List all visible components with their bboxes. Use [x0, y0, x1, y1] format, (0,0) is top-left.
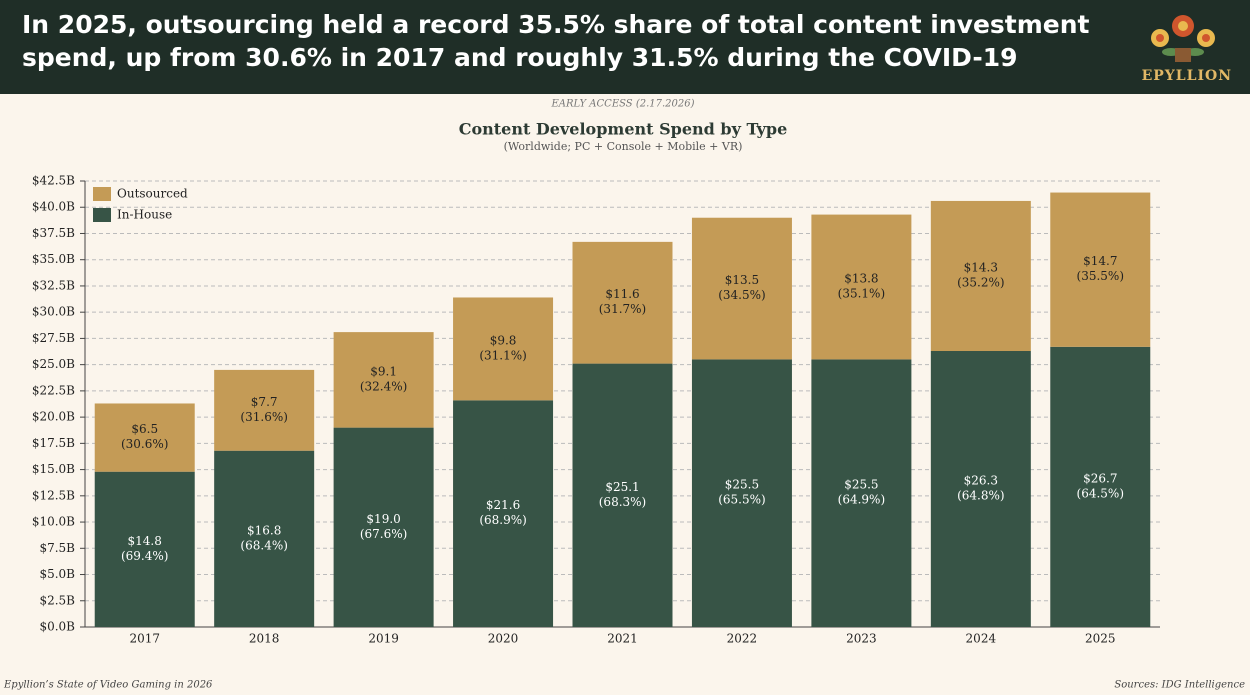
y-tick-label: $12.5B	[32, 488, 75, 502]
y-tick-label: $10.0B	[32, 515, 75, 529]
y-tick-label: $5.0B	[39, 567, 75, 581]
legend-swatch	[93, 187, 111, 201]
value-label: $13.5	[725, 273, 759, 287]
share-label: (34.5%)	[718, 288, 765, 302]
value-label: $25.5	[725, 478, 759, 492]
share-label: (68.9%)	[479, 513, 526, 527]
y-tick-label: $30.0B	[32, 305, 75, 319]
bar-segment	[94, 403, 195, 472]
value-label: $7.7	[251, 395, 278, 409]
bar-segment	[811, 359, 912, 627]
bar-segment	[214, 369, 315, 451]
share-label: (68.4%)	[240, 538, 287, 552]
y-tick-label: $7.5B	[39, 541, 75, 555]
value-label: $21.6	[486, 498, 520, 512]
bar-segment	[691, 359, 792, 627]
y-tick-label: $37.5B	[32, 226, 75, 240]
x-tick-label: 2017	[129, 632, 160, 646]
bar-segment	[1050, 346, 1151, 627]
x-tick-label: 2018	[249, 632, 280, 646]
headline: In 2025, outsourcing held a record 35.5%…	[22, 10, 1090, 72]
y-tick-label: $25.0B	[32, 357, 75, 371]
bar-segment	[691, 217, 792, 360]
bar-segment	[1050, 192, 1151, 347]
chart-subtitle: (Worldwide; PC + Console + Mobile + VR)	[504, 140, 743, 153]
share-label: (31.1%)	[479, 348, 526, 362]
bar-segment	[930, 351, 1031, 627]
share-label: (35.1%)	[838, 286, 885, 300]
share-label: (69.4%)	[121, 549, 168, 563]
value-label: $26.3	[964, 474, 998, 488]
bar-segment	[930, 200, 1031, 352]
y-tick-label: $2.5B	[39, 593, 75, 607]
value-label: $25.5	[844, 478, 878, 492]
legend-swatch	[93, 208, 111, 222]
header: In 2025, outsourcing held a record 35.5%…	[0, 0, 1250, 94]
share-label: (35.2%)	[957, 275, 1004, 289]
value-label: $9.8	[490, 333, 517, 347]
y-tick-label: $27.5B	[32, 331, 75, 345]
bar-segment	[94, 471, 195, 627]
y-tick-label: $40.0B	[32, 200, 75, 214]
footer-left: Epyllion’s State of Video Gaming in 2026	[3, 680, 213, 691]
x-tick-label: 2020	[488, 632, 519, 646]
bar-segment	[214, 450, 315, 627]
logo: EPYLLION	[1141, 68, 1232, 84]
share-label: (68.3%)	[599, 495, 646, 509]
bar-segment	[572, 241, 673, 364]
bar-segment	[333, 427, 434, 627]
x-tick-label: 2022	[727, 632, 758, 646]
x-tick-label: 2024	[966, 632, 997, 646]
share-label: (30.6%)	[121, 437, 168, 451]
x-tick-label: 2021	[607, 632, 638, 646]
value-label: $11.6	[605, 287, 639, 301]
share-label: (35.5%)	[1077, 269, 1124, 283]
share-label: (67.6%)	[360, 527, 407, 541]
share-label: (65.5%)	[718, 493, 765, 507]
share-label: (64.9%)	[838, 493, 885, 507]
value-label: $13.8	[844, 271, 878, 285]
value-label: $14.3	[964, 260, 998, 274]
share-label: (32.4%)	[360, 379, 407, 393]
y-tick-label: $35.0B	[32, 252, 75, 266]
bar-segment	[333, 332, 434, 428]
y-tick-label: $15.0B	[32, 462, 75, 476]
share-label: (31.6%)	[240, 410, 287, 424]
value-label: $14.7	[1083, 254, 1117, 268]
value-label: $9.1	[370, 364, 397, 378]
bar-segment	[453, 400, 554, 627]
bar-segment	[572, 363, 673, 627]
x-tick-label: 2023	[846, 632, 877, 646]
kicker: EARLY ACCESS (2.17.2026)	[550, 99, 694, 110]
chart-title: Content Development Spend by Type	[459, 120, 788, 139]
y-tick-label: $17.5B	[32, 436, 75, 450]
value-label: $25.1	[605, 480, 639, 494]
footer-right: Sources: IDG Intelligence	[1114, 680, 1245, 691]
value-label: $19.0	[366, 512, 400, 526]
y-tick-label: $32.5B	[32, 278, 75, 292]
value-label: $16.8	[247, 523, 281, 537]
legend-label: Outsourced	[117, 187, 188, 201]
bar-segment	[453, 297, 554, 401]
x-tick-label: 2025	[1085, 632, 1116, 646]
bar-segment	[811, 214, 912, 360]
value-label: $26.7	[1083, 471, 1117, 485]
y-tick-label: $42.5B	[32, 174, 75, 188]
y-tick-label: $22.5B	[32, 383, 75, 397]
value-label: $6.5	[131, 422, 158, 436]
share-label: (64.8%)	[957, 489, 1004, 503]
value-label: $14.8	[128, 534, 162, 548]
legend-label: In-House	[117, 208, 172, 222]
x-tick-label: 2019	[368, 632, 399, 646]
y-tick-label: $20.0B	[32, 410, 75, 424]
logo-art	[1151, 15, 1215, 62]
share-label: (64.5%)	[1077, 486, 1124, 500]
y-tick-label: $0.0B	[39, 620, 75, 634]
share-label: (31.7%)	[599, 302, 646, 316]
